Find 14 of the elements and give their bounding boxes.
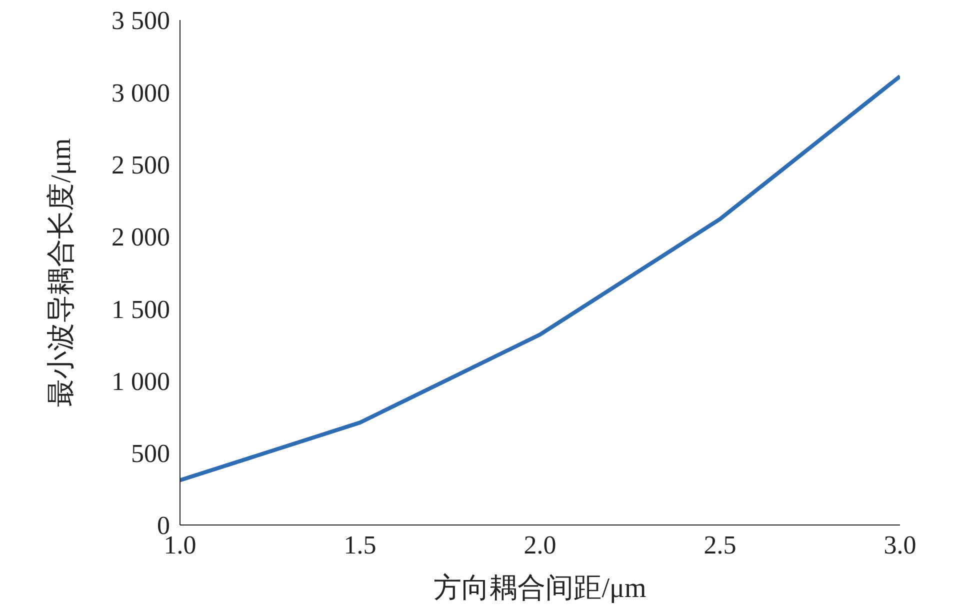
line-series: [180, 74, 900, 482]
y-tick-label: 3 000: [112, 78, 170, 108]
x-axis-title: 方向耦合间距/μm: [434, 573, 646, 604]
x-tick-label: 2.0: [524, 530, 556, 560]
y-tick-label: 1 000: [112, 366, 170, 396]
x-tick-label: 1.5: [344, 530, 376, 560]
y-tick-label: 2 000: [112, 222, 170, 252]
y-tick-label: 1 500: [112, 294, 170, 324]
y-axis-title: 最小波导耦合长度/μm: [46, 138, 77, 407]
y-tick-label: 2 500: [112, 150, 170, 180]
x-tick-label: 2.5: [704, 530, 736, 560]
x-tick-label: 3.0: [884, 530, 916, 560]
y-tick-label: 3 500: [112, 6, 170, 36]
y-tick-label: 500: [131, 439, 170, 468]
